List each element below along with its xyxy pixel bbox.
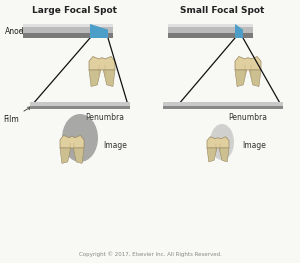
Ellipse shape	[169, 24, 180, 38]
Text: Image: Image	[242, 140, 266, 149]
Polygon shape	[30, 106, 130, 109]
Polygon shape	[163, 106, 283, 109]
Ellipse shape	[24, 24, 32, 38]
Text: Anode: Anode	[5, 27, 29, 36]
Text: Image: Image	[103, 140, 127, 149]
Text: Penumbra: Penumbra	[229, 113, 268, 122]
Ellipse shape	[62, 114, 98, 162]
Polygon shape	[23, 33, 113, 38]
Polygon shape	[207, 148, 217, 162]
Polygon shape	[89, 57, 115, 70]
Polygon shape	[235, 57, 261, 70]
Text: Film: Film	[3, 107, 31, 124]
Polygon shape	[89, 70, 101, 87]
Polygon shape	[73, 148, 84, 163]
Text: Penumbra: Penumbra	[85, 113, 124, 122]
Ellipse shape	[25, 24, 39, 38]
Polygon shape	[235, 24, 243, 38]
Ellipse shape	[210, 124, 234, 160]
Polygon shape	[30, 102, 130, 106]
Polygon shape	[103, 70, 115, 87]
Text: Large Focal Spot: Large Focal Spot	[32, 6, 118, 15]
Polygon shape	[60, 135, 84, 148]
Polygon shape	[167, 33, 253, 38]
Ellipse shape	[169, 24, 184, 38]
Text: Copyright © 2017, Elsevier Inc. All Rights Reserved.: Copyright © 2017, Elsevier Inc. All Righ…	[79, 251, 221, 257]
Polygon shape	[167, 24, 253, 27]
Polygon shape	[23, 24, 113, 27]
Ellipse shape	[25, 24, 36, 38]
Polygon shape	[23, 27, 113, 33]
Polygon shape	[163, 102, 283, 106]
Ellipse shape	[25, 24, 41, 38]
Polygon shape	[167, 27, 253, 33]
Polygon shape	[207, 137, 229, 148]
Ellipse shape	[169, 24, 182, 38]
Polygon shape	[235, 70, 247, 87]
Ellipse shape	[24, 24, 34, 38]
Polygon shape	[249, 70, 261, 87]
Polygon shape	[90, 24, 108, 38]
Ellipse shape	[168, 24, 176, 38]
Polygon shape	[219, 148, 229, 162]
Ellipse shape	[169, 24, 178, 38]
Polygon shape	[60, 148, 71, 163]
Text: Small Focal Spot: Small Focal Spot	[180, 6, 264, 15]
